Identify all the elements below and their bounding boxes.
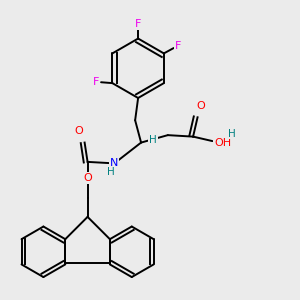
Text: OH: OH xyxy=(214,138,231,148)
Text: H: H xyxy=(149,135,157,145)
Text: H: H xyxy=(228,129,236,139)
Text: F: F xyxy=(175,41,181,51)
Text: O: O xyxy=(196,101,205,111)
Text: O: O xyxy=(83,173,92,183)
Text: O: O xyxy=(74,126,83,136)
Text: F: F xyxy=(93,76,99,87)
Text: H: H xyxy=(107,167,115,177)
Text: N: N xyxy=(110,158,118,168)
Text: F: F xyxy=(135,19,141,29)
